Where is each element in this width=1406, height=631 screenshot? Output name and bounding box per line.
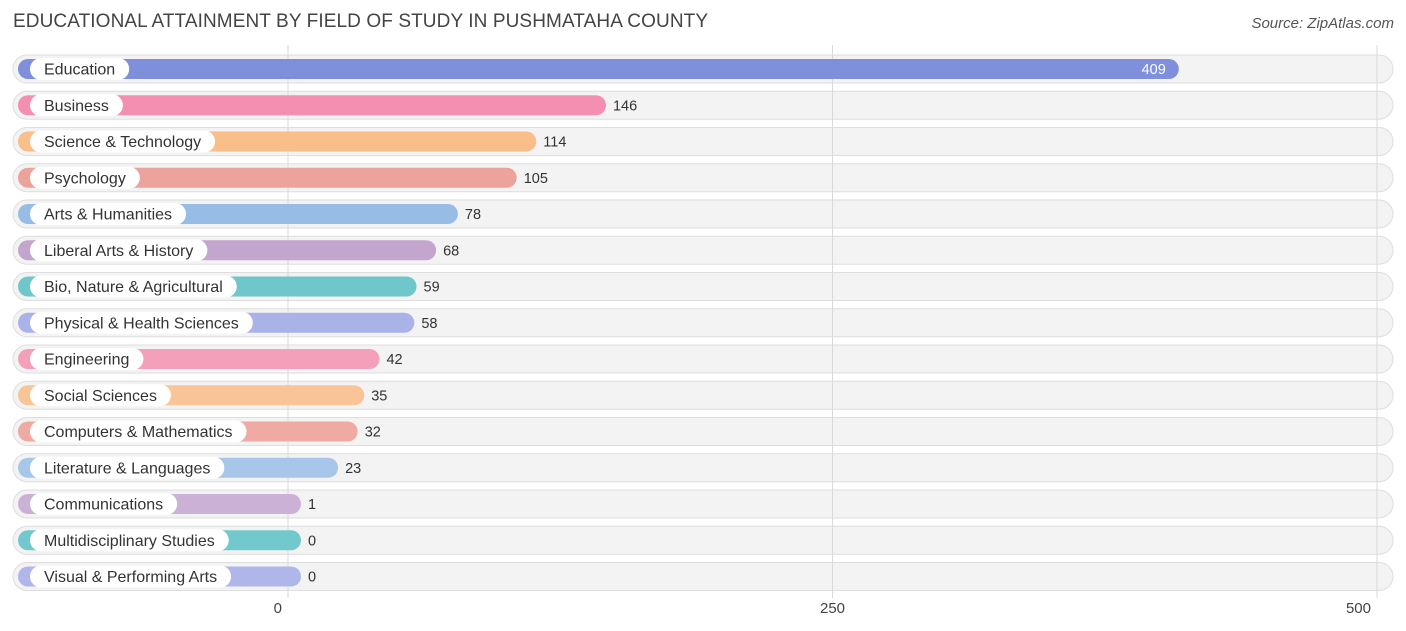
row-track: [12, 453, 1394, 483]
value-label: 0: [308, 533, 316, 549]
chart-title: EDUCATIONAL ATTAINMENT BY FIELD OF STUDY…: [13, 11, 709, 32]
value-label: 1: [308, 497, 316, 513]
category-pill: [30, 58, 130, 80]
category-label: Multidisciplinary Studies: [44, 533, 215, 550]
value-label: 409: [1142, 62, 1166, 78]
category-pill: [30, 275, 237, 298]
value-label: 58: [421, 316, 437, 332]
category-label: Science & Technology: [44, 134, 201, 151]
category-label: Social Sciences: [44, 388, 157, 405]
category-pill: [30, 94, 123, 117]
category-label: Education: [44, 62, 115, 79]
category-label: Communications: [44, 497, 163, 514]
category-label: Arts & Humanities: [44, 207, 172, 224]
category-label: Visual & Performing Arts: [44, 569, 217, 586]
category-pill: [30, 311, 253, 334]
category-pill: [30, 348, 144, 370]
category-pill: [30, 529, 229, 552]
category-pill: [30, 166, 140, 189]
x-tick-label: 250: [820, 600, 845, 617]
category-pill: [30, 420, 247, 443]
value-label: 146: [613, 98, 637, 114]
value-label: 114: [543, 135, 566, 151]
value-label: 78: [465, 207, 481, 223]
x-tick-label: 0: [274, 600, 282, 617]
category-pill: [30, 493, 178, 515]
category-pill: [30, 565, 232, 588]
category-pill: [30, 239, 208, 262]
value-label: 68: [443, 243, 459, 259]
category-pill: [30, 130, 216, 153]
category-label: Literature & Languages: [44, 460, 210, 477]
category-label: Bio, Nature & Agricultural: [44, 279, 223, 296]
row-track: [12, 562, 1394, 591]
category-pill: [30, 456, 225, 479]
chart-source: Source: ZipAtlas.com: [1251, 15, 1394, 32]
category-label: Computers & Mathematics: [44, 424, 233, 441]
value-label: 23: [345, 461, 361, 477]
value-label: 59: [424, 280, 440, 296]
value-label: 0: [308, 570, 316, 586]
category-label: Engineering: [44, 352, 129, 369]
value-label: 42: [386, 352, 402, 368]
value-label: 32: [365, 425, 381, 441]
value-label: 35: [371, 388, 387, 404]
category-label: Physical & Health Sciences: [44, 315, 239, 332]
bar: [18, 95, 606, 116]
bar: [18, 167, 517, 188]
x-tick-label: 500: [1346, 600, 1371, 617]
category-pill: [30, 203, 187, 225]
category-label: Liberal Arts & History: [44, 243, 193, 260]
category-pill: [30, 384, 171, 407]
row-track: [12, 417, 1394, 446]
row-track: [12, 489, 1394, 519]
value-label: 105: [524, 171, 548, 187]
category-label: Business: [44, 98, 109, 115]
bar: [18, 59, 1179, 79]
category-label: Psychology: [44, 170, 126, 187]
row-track: [12, 525, 1394, 555]
